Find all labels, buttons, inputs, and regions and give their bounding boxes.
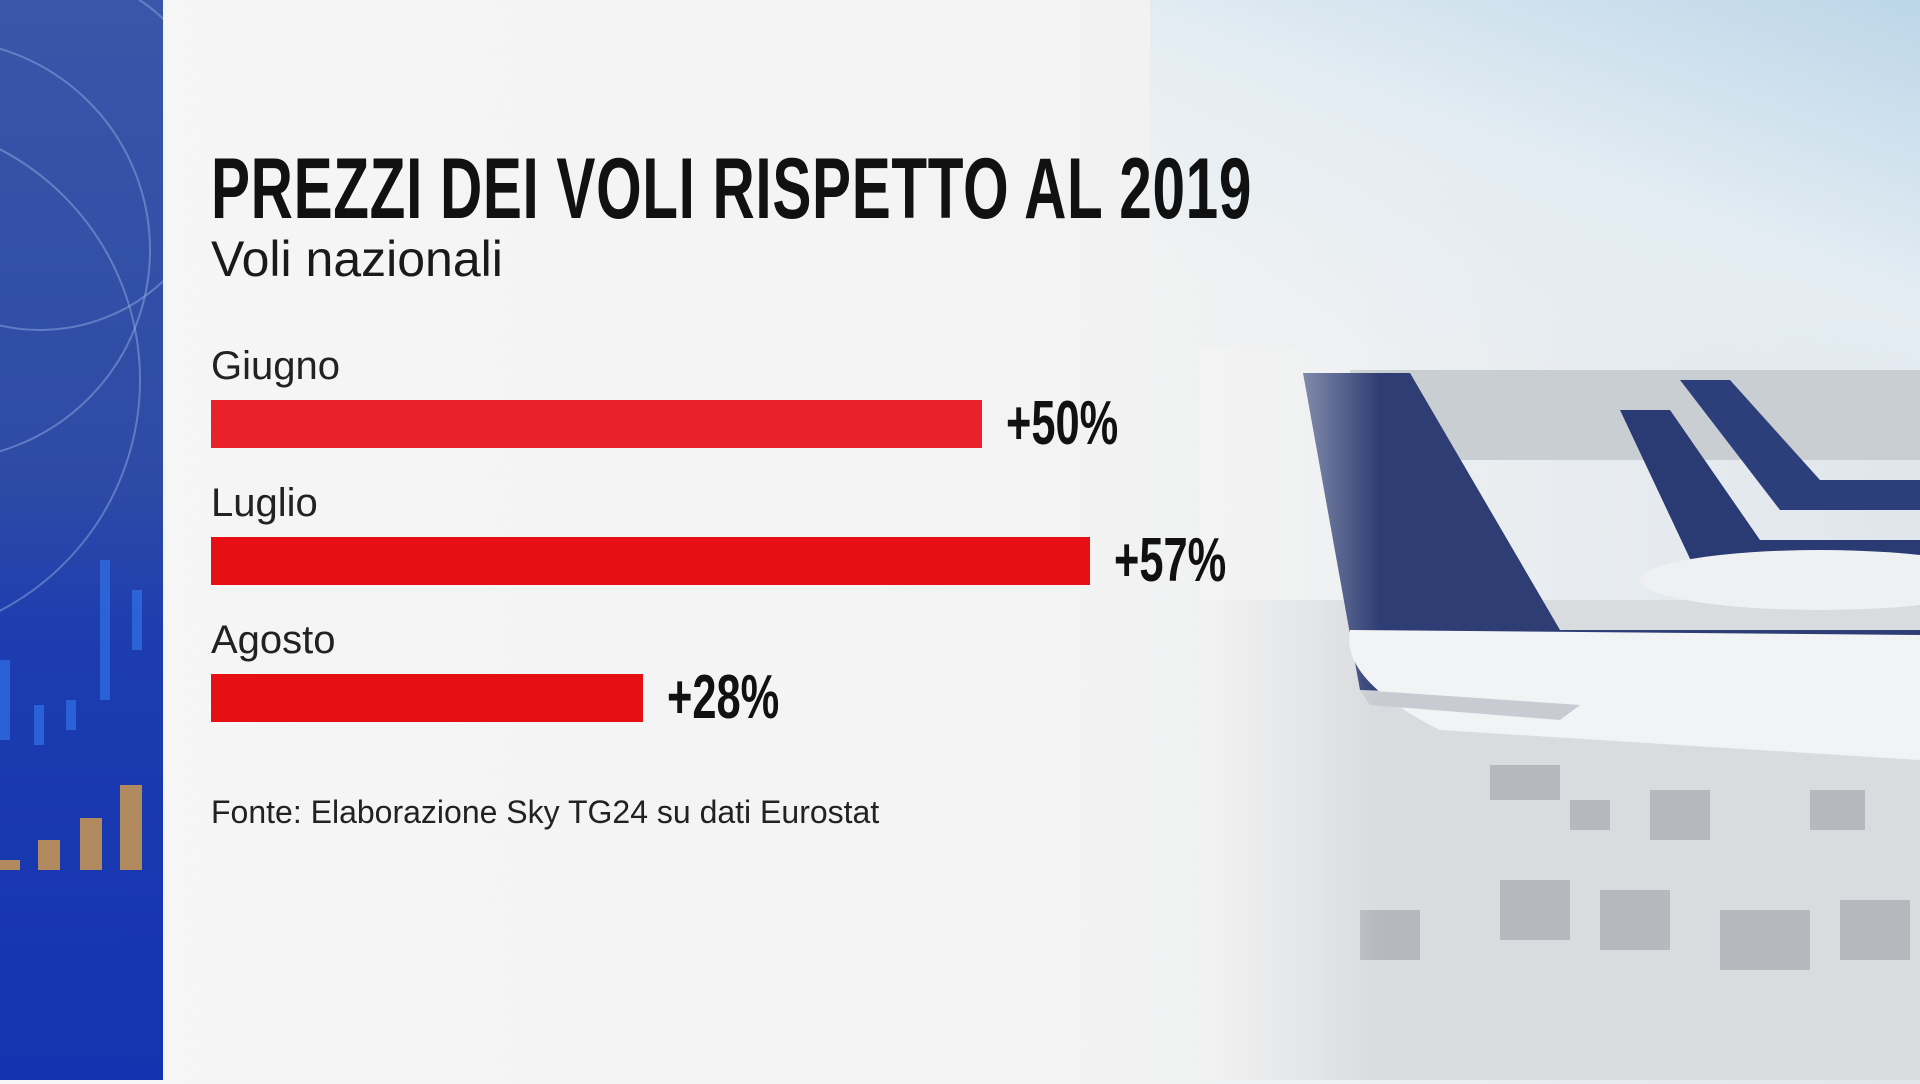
chart-title: PREZZI DEI VOLI RISPETTO AL 2019 — [211, 141, 1253, 237]
chart-subtitle: Voli nazionali — [211, 231, 503, 287]
category-label-giugno: Giugno — [211, 344, 340, 388]
category-label-luglio: Luglio — [211, 481, 318, 525]
decorative-side-panel — [0, 0, 221, 1080]
airport-planes-photo — [1200, 350, 1920, 1080]
bar-luglio — [211, 537, 1090, 585]
bar-giugno — [211, 400, 982, 448]
value-label-agosto: +28% — [666, 663, 779, 732]
category-label-agosto: Agosto — [211, 618, 336, 662]
bar-agosto — [211, 674, 643, 722]
source-note: Fonte: Elaborazione Sky TG24 su dati Eur… — [211, 794, 880, 830]
network-graphic — [0, 0, 221, 870]
value-label-luglio: +57% — [1113, 526, 1227, 595]
sky-background — [1150, 0, 1920, 400]
value-label-giugno: +50% — [1006, 389, 1119, 458]
